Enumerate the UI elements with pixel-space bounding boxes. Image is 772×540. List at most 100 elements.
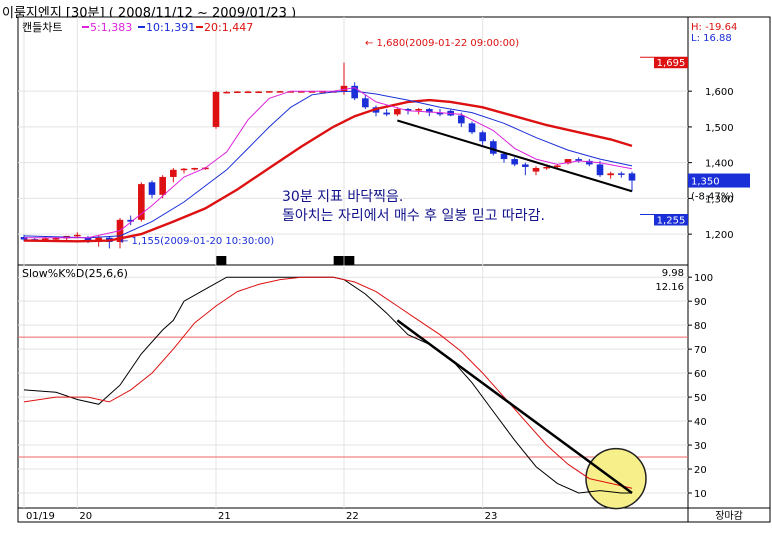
candle-body [212, 91, 220, 127]
stoch-k-readout: 9.98 [662, 268, 684, 279]
l-readout: L: 16.88 [691, 33, 732, 44]
legend-ma20: 20:1,447 [204, 21, 253, 34]
current-change-label: (-8.47%) [691, 192, 734, 203]
price-tags: 1,695 1,255 1,350 (-8.47%) [640, 56, 750, 226]
candle-body [362, 98, 369, 108]
x-tick-label: 01/19 [26, 511, 55, 522]
candle-body [138, 184, 145, 220]
session-marker [216, 256, 227, 265]
candle-body [596, 164, 604, 176]
stochastic-title: Slow%K%D(25,6,6) [22, 267, 128, 280]
candle-body [180, 168, 188, 171]
legend-ma10: 10:1,391 [146, 21, 195, 34]
candle-body [564, 159, 572, 164]
market-close-label[interactable]: 장마감 [715, 510, 743, 522]
stoch-tick-label: 70 [694, 345, 707, 356]
candle-body [52, 237, 60, 240]
price-panel-frame [17, 16, 689, 266]
stoch-tick-label: 40 [694, 417, 707, 428]
candle-body [319, 91, 326, 93]
candle-body [383, 112, 390, 115]
candle-body [308, 91, 316, 93]
price-tick-label: 1,200 [705, 230, 734, 241]
low-annotation: ← 1,155(2009-01-20 10:30:00) [120, 236, 274, 247]
candle-body [575, 159, 582, 161]
stoch-trendline [396, 319, 633, 495]
highlight-layer [585, 447, 647, 510]
ma20-line [23, 98, 633, 243]
session-marker [333, 256, 344, 265]
candle-body [351, 85, 358, 99]
candle-body [543, 166, 550, 169]
price-tick-label: 1,600 [705, 87, 734, 98]
candle-body [340, 85, 348, 92]
candle-body [127, 219, 134, 222]
price-grid [18, 17, 688, 508]
candle-body [586, 160, 593, 165]
comment-line-2: 돌아치는 자리에서 매수 후 일봉 믿고 따라감. [282, 208, 545, 224]
stoch-d-line [23, 276, 633, 489]
stoch-tick-label: 100 [694, 273, 713, 284]
candle-body [500, 153, 508, 160]
candle-body [404, 109, 412, 111]
candle-body [223, 91, 230, 94]
price-tick-label: 1,500 [705, 123, 734, 134]
current-price-box [688, 173, 750, 188]
candle-body [276, 91, 284, 93]
x-tick-label: 22 [346, 511, 359, 522]
candle-body [394, 109, 401, 115]
candle-body [20, 236, 28, 240]
stoch-tick-label: 30 [694, 441, 707, 452]
stoch-tick-label: 90 [694, 297, 707, 308]
x-tick-label: 21 [218, 511, 231, 522]
candle-body [74, 234, 81, 237]
candle-body [84, 237, 92, 242]
candle-body [458, 115, 465, 124]
moving-averages [23, 87, 633, 243]
stochastic-grid [18, 276, 688, 494]
price-trendline [397, 119, 633, 193]
stochastic-axis-ticks: 10 20 30 40 50 60 70 80 90 100 [688, 273, 713, 500]
right-axis-frame [687, 16, 771, 509]
stoch-tick-label: 80 [694, 321, 707, 332]
candle-body [234, 91, 241, 94]
price-tick-label: 1,300 [705, 194, 734, 205]
trendlines [396, 119, 633, 495]
low-tag-box [654, 214, 688, 226]
stoch-tick-label: 10 [694, 489, 707, 500]
legend-ma5: 5:1,383 [90, 21, 132, 34]
candle-body [426, 109, 433, 113]
candle-body [554, 165, 561, 168]
corner-cell[interactable] [687, 507, 771, 523]
candle-body [244, 91, 252, 94]
x-tick-label: 23 [485, 511, 498, 522]
stoch-d-readout: 12.16 [655, 282, 684, 293]
ma10-line [23, 90, 633, 239]
price-tick-label: 1,400 [705, 159, 734, 170]
candle-body [479, 132, 486, 142]
candle-body [148, 182, 156, 195]
current-price-label: 1,350 [691, 177, 720, 188]
h-readout: H: -19.64 [691, 22, 737, 33]
price-axis-ticks: 1,200 1,300 1,400 1,500 1,600 [688, 87, 734, 241]
high-annotation: ← 1,680(2009-01-22 09:00:00) [365, 38, 519, 49]
stoch-tick-label: 20 [694, 465, 707, 476]
candle-body [42, 238, 49, 240]
candle-body [511, 159, 518, 165]
candle-body [436, 112, 444, 115]
candle-body [191, 168, 198, 170]
candle-body [159, 176, 166, 195]
candle-body [490, 141, 497, 154]
candle-body [415, 109, 422, 111]
candle-body [255, 91, 262, 94]
bottom-highlight-circle [585, 447, 647, 510]
high-tag-label: 1,695 [657, 58, 686, 69]
candle-body [607, 173, 614, 176]
stoch-tick-label: 50 [694, 393, 707, 404]
candle-body [532, 168, 540, 172]
ma5-line [24, 87, 633, 239]
candle-body [266, 91, 273, 93]
x-axis-ticks: 01/19 20 21 22 23 [26, 511, 497, 522]
candle-body [287, 91, 294, 93]
